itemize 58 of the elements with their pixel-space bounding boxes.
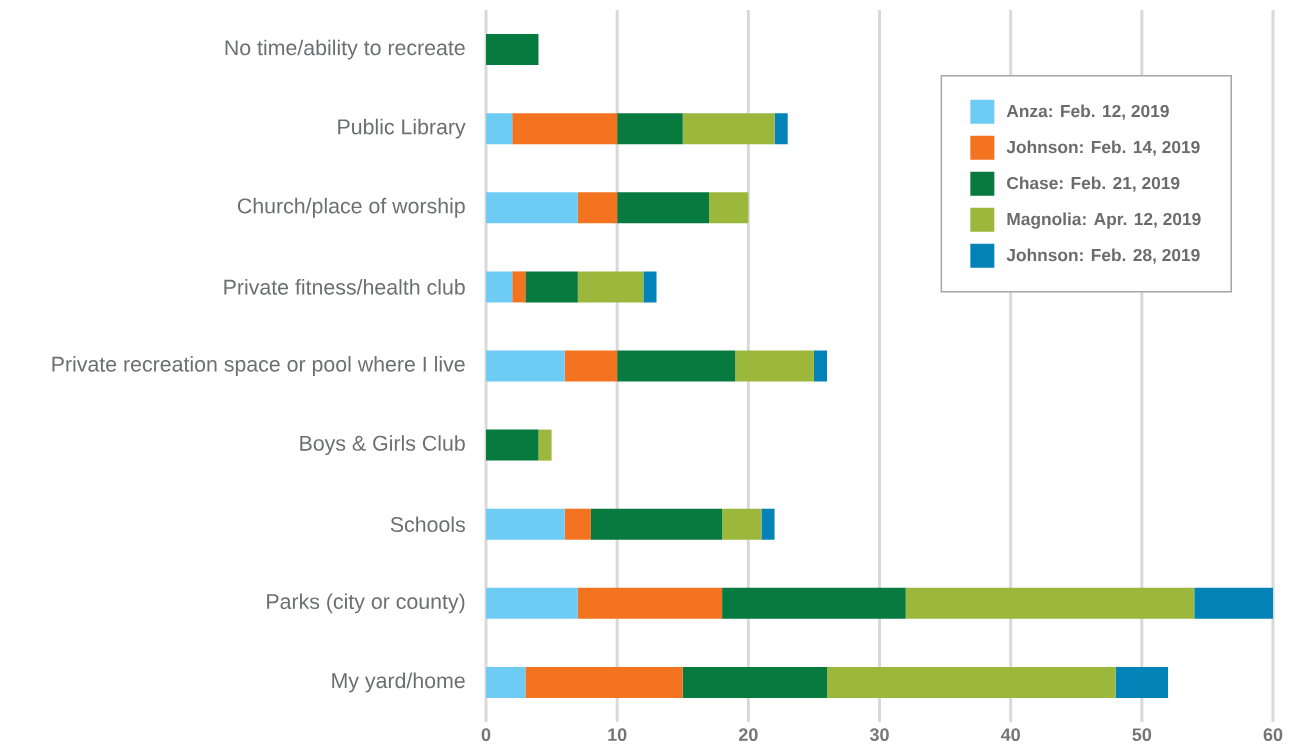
bar bbox=[708, 192, 749, 224]
bar bbox=[617, 192, 709, 224]
x-tick-label: 40 bbox=[1000, 728, 1020, 741]
bar bbox=[577, 192, 618, 224]
bar bbox=[512, 271, 526, 303]
y-tick-label: Public Library bbox=[338, 118, 466, 139]
bar bbox=[1115, 666, 1169, 698]
bar bbox=[1194, 587, 1273, 619]
legend-label: Johnson: Feb. 28, 2019 bbox=[1006, 248, 1200, 264]
bar bbox=[617, 113, 683, 145]
bar bbox=[682, 666, 828, 698]
bar bbox=[525, 271, 578, 303]
bar bbox=[735, 350, 814, 382]
bar bbox=[590, 508, 723, 540]
legend-label: Magnolia: Apr. 12, 2019 bbox=[1007, 212, 1201, 229]
legend-label: Anza: Feb. 12, 2019 bbox=[1006, 104, 1169, 120]
bar bbox=[486, 271, 513, 303]
bar bbox=[486, 666, 526, 698]
bar bbox=[722, 587, 906, 619]
x-tick-label: 10 bbox=[608, 728, 627, 741]
bar bbox=[525, 666, 683, 698]
y-tick-label: Private fitness/health club bbox=[224, 279, 465, 295]
bar bbox=[486, 350, 565, 382]
bar bbox=[761, 508, 775, 540]
y-tick-label: Schools bbox=[390, 516, 465, 533]
y-tick-label: My yard/home bbox=[332, 672, 465, 693]
bar bbox=[813, 350, 828, 382]
bar bbox=[722, 508, 762, 540]
x-tick-label: 60 bbox=[1263, 728, 1283, 741]
y-tick-label: No time/ability to recreate bbox=[225, 39, 465, 60]
bar bbox=[486, 587, 578, 619]
y-tick-label: Boys & Girls Club bbox=[300, 435, 465, 456]
bar bbox=[512, 113, 618, 145]
bar bbox=[486, 192, 578, 224]
bar bbox=[564, 350, 618, 382]
x-tick-label: 50 bbox=[1132, 728, 1152, 741]
y-tick-label: Private recreation space or pool where I live bbox=[52, 356, 465, 376]
bar bbox=[486, 429, 539, 461]
x-tick-label: 20 bbox=[738, 728, 758, 741]
bar bbox=[486, 34, 539, 66]
bar bbox=[774, 113, 788, 145]
bar bbox=[486, 113, 513, 145]
legend-label: Johnson: Feb. 14, 2019 bbox=[1006, 140, 1200, 156]
x-tick-label: 30 bbox=[869, 728, 889, 742]
bar bbox=[905, 587, 1195, 619]
bar bbox=[538, 429, 552, 461]
bar bbox=[643, 271, 657, 303]
bar bbox=[486, 508, 565, 540]
x-tick-label: 0 bbox=[481, 728, 491, 741]
y-tick-label: Church/place of worship bbox=[237, 197, 465, 218]
bar bbox=[682, 113, 775, 145]
bar bbox=[564, 508, 591, 540]
bar bbox=[827, 666, 1116, 698]
bar bbox=[617, 350, 736, 382]
legend-label: Chase: Feb. 21, 2019 bbox=[1007, 176, 1180, 192]
bar bbox=[577, 587, 723, 619]
y-tick-label: Parks (city or county) bbox=[267, 593, 465, 614]
bar bbox=[577, 271, 644, 303]
